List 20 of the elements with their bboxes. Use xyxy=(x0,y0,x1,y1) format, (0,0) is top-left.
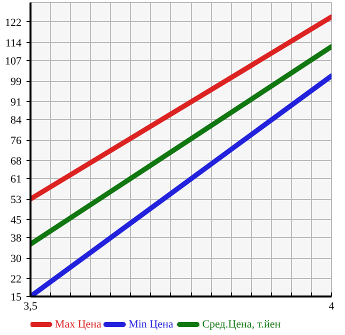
y-tick-label: 99 xyxy=(10,76,22,88)
y-tick-label: 15 xyxy=(10,292,22,304)
y-tick-label: 22 xyxy=(10,274,22,286)
y-tick-label: 61 xyxy=(10,173,22,186)
y-tick-label: 91 xyxy=(10,96,22,109)
y-tick-label: 45 xyxy=(10,214,22,227)
legend-label: Min Цена xyxy=(128,318,174,330)
y-tick-label: 84 xyxy=(10,114,22,126)
y-tick-label: 114 xyxy=(5,38,22,50)
y-tick-label: 122 xyxy=(5,16,22,29)
y-tick-label: 38 xyxy=(10,232,22,244)
y-tick-label: 76 xyxy=(10,135,22,148)
y-tick-label: 30 xyxy=(10,253,22,266)
legend-label: Сред.Цена, т.йен xyxy=(202,318,281,330)
y-tick-label: 53 xyxy=(10,194,22,206)
legend-label: Max Цена xyxy=(54,318,102,330)
x-tick-label: 3,5 xyxy=(24,300,38,312)
y-tick-label: 68 xyxy=(10,156,22,168)
y-tick-label: 107 xyxy=(5,55,22,68)
x-tick-label: 4 xyxy=(328,300,335,312)
